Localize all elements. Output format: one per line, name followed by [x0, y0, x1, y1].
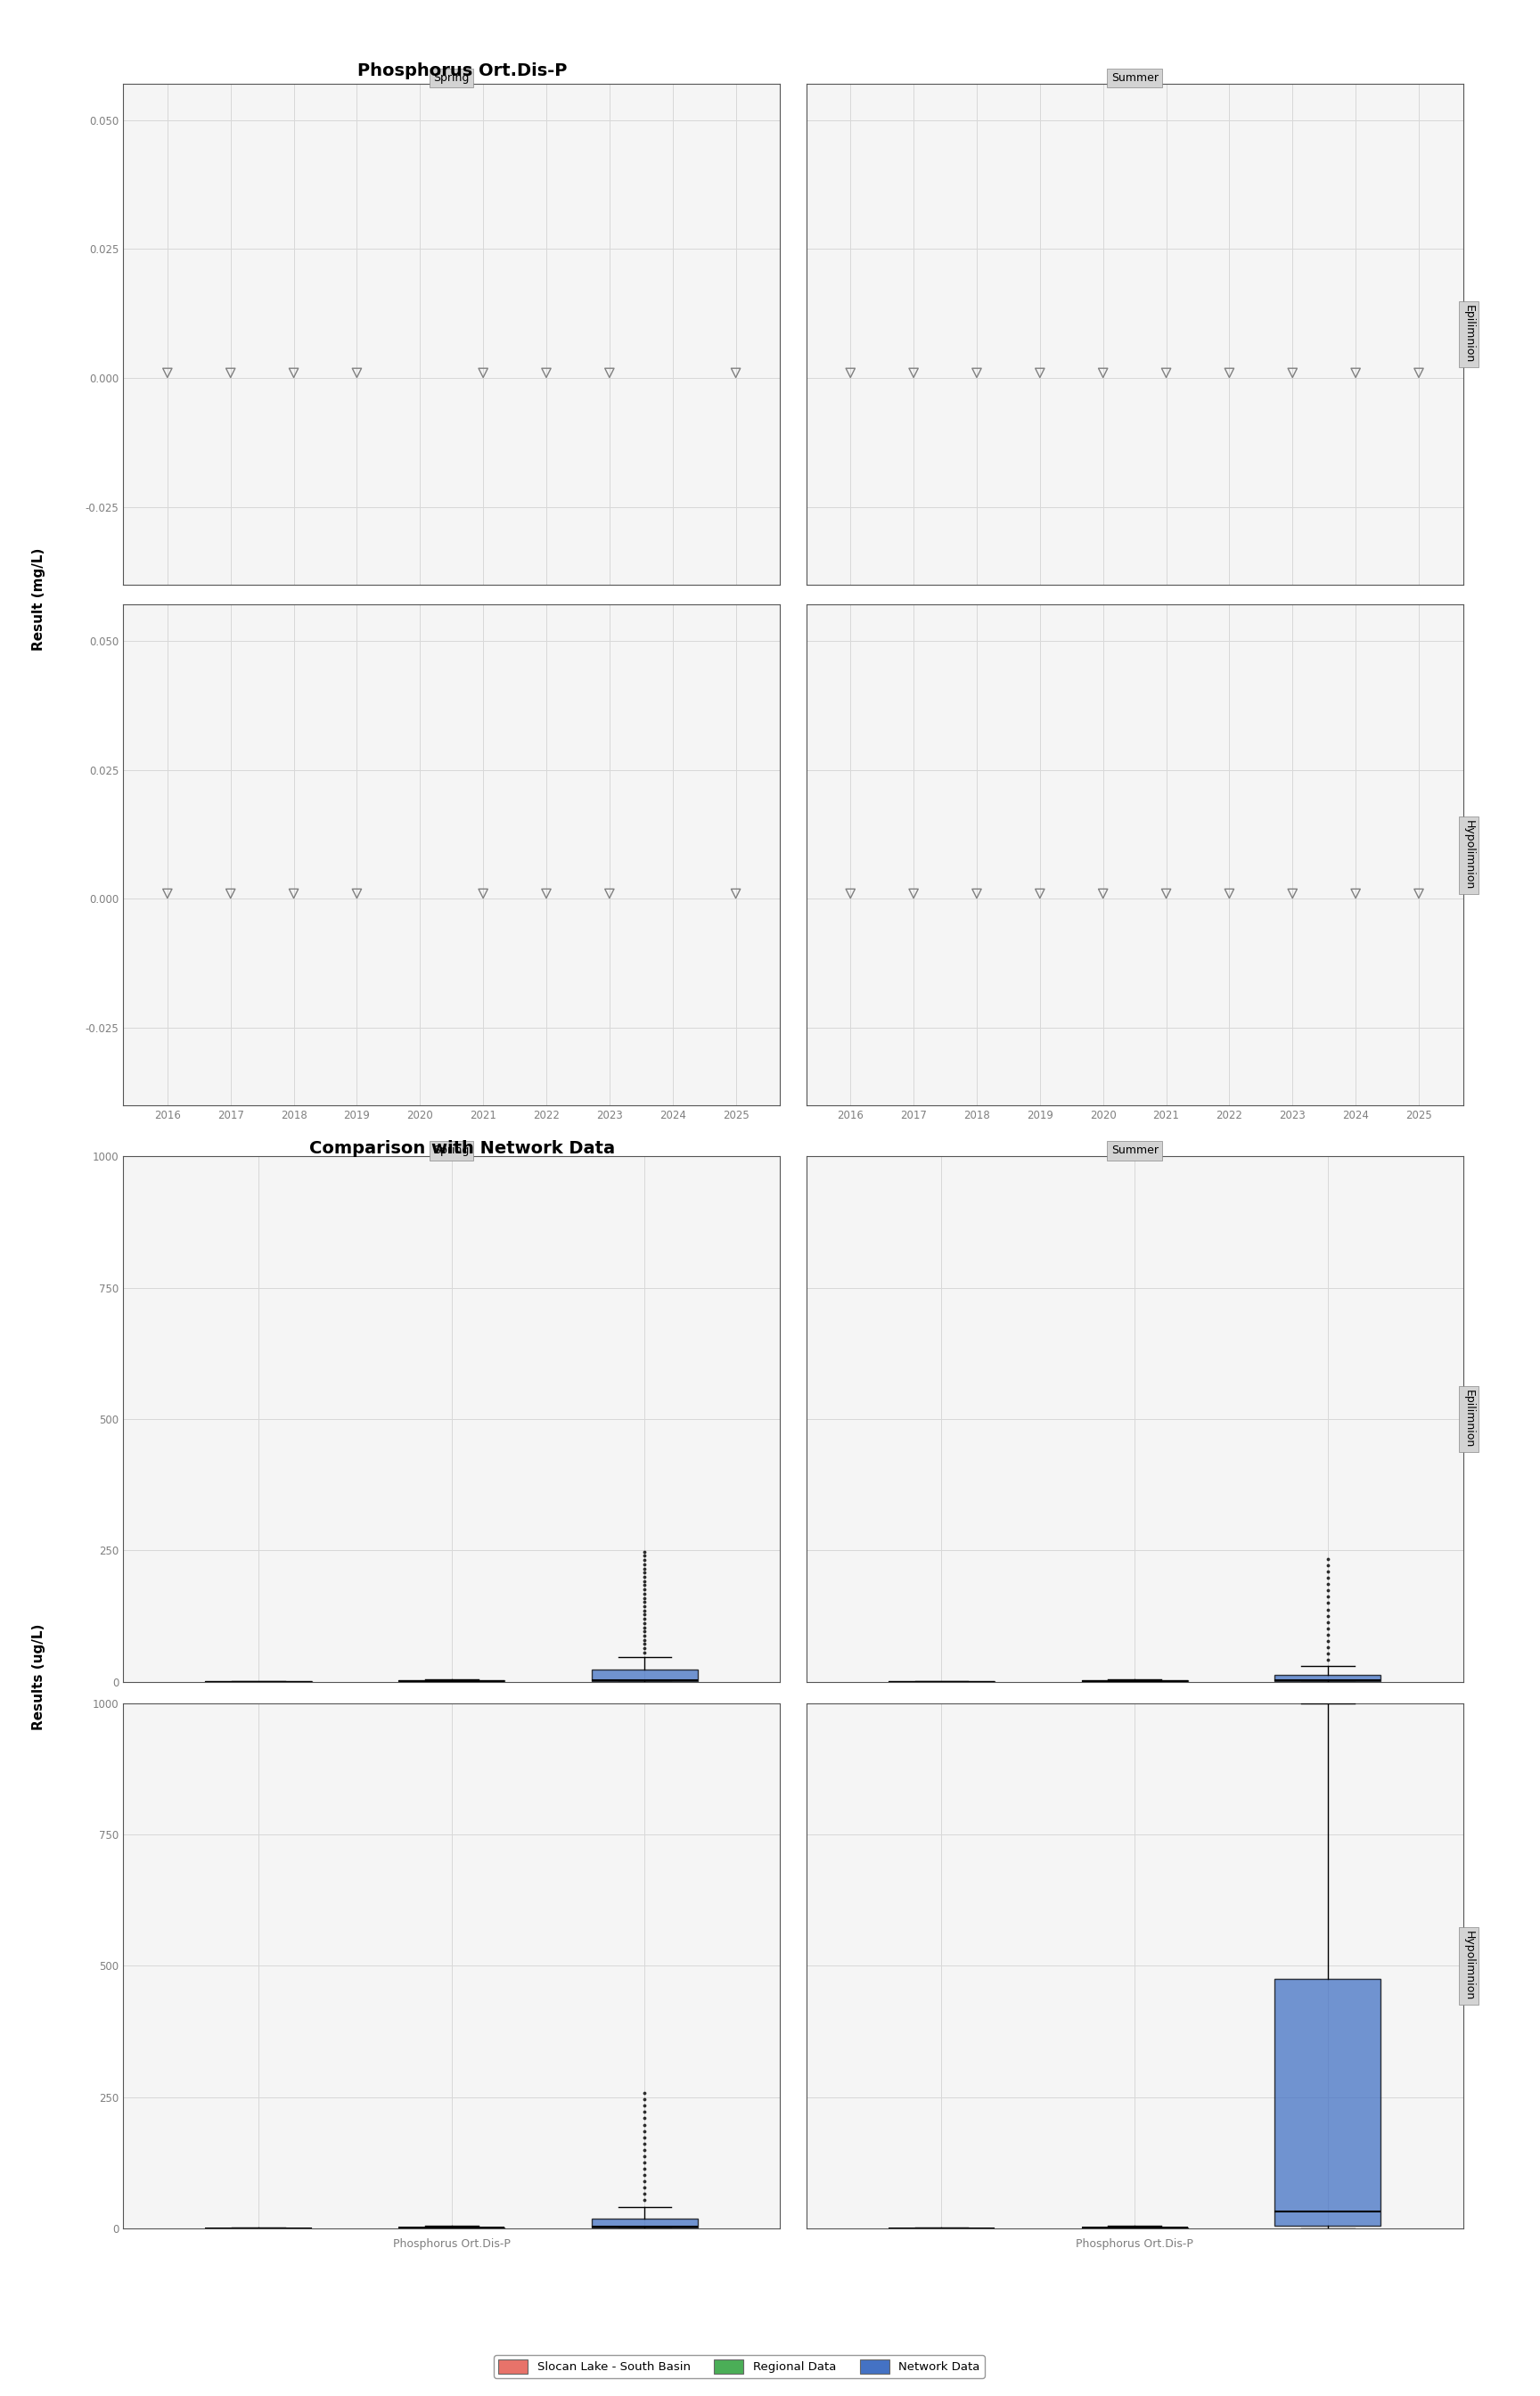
Point — [901, 355, 926, 393]
Point — [964, 355, 989, 393]
Point — [1153, 355, 1178, 393]
X-axis label: Phosphorus Ort.Dis-P: Phosphorus Ort.Dis-P — [1076, 2238, 1194, 2250]
Point — [1217, 355, 1241, 393]
Point — [1406, 875, 1431, 913]
Legend: Slocan Lake - South Basin, Regional Data, Network Data: Slocan Lake - South Basin, Regional Data… — [494, 2355, 984, 2379]
Point — [1027, 875, 1052, 913]
Text: Summer: Summer — [1110, 72, 1158, 84]
PathPatch shape — [1275, 1979, 1381, 2226]
Point — [534, 875, 559, 913]
Point — [598, 875, 622, 913]
Point — [345, 355, 370, 393]
PathPatch shape — [591, 1670, 698, 1682]
Text: Hypolimnion: Hypolimnion — [1463, 819, 1475, 889]
Point — [282, 875, 306, 913]
Text: Epilimnion: Epilimnion — [1463, 304, 1475, 364]
Point — [1343, 875, 1368, 913]
PathPatch shape — [591, 2219, 698, 2228]
Text: Phosphorus Ort.Dis-P: Phosphorus Ort.Dis-P — [357, 62, 567, 79]
X-axis label: Phosphorus Ort.Dis-P: Phosphorus Ort.Dis-P — [393, 2238, 510, 2250]
Point — [838, 875, 862, 913]
Text: Comparison with Network Data: Comparison with Network Data — [310, 1140, 614, 1157]
Point — [1027, 355, 1052, 393]
Point — [964, 875, 989, 913]
Point — [1343, 355, 1368, 393]
Text: Spring: Spring — [434, 72, 470, 84]
Point — [901, 875, 926, 913]
Point — [598, 355, 622, 393]
Point — [534, 355, 559, 393]
Point — [724, 355, 748, 393]
Point — [1153, 875, 1178, 913]
Point — [471, 875, 496, 913]
Point — [345, 875, 370, 913]
Point — [282, 355, 306, 393]
Text: Result (mg/L): Result (mg/L) — [32, 549, 45, 649]
Point — [1090, 355, 1115, 393]
Point — [724, 875, 748, 913]
Point — [1280, 355, 1304, 393]
Text: Summer: Summer — [1110, 1145, 1158, 1157]
Point — [219, 875, 243, 913]
Point — [1217, 875, 1241, 913]
Text: Results (ug/L): Results (ug/L) — [32, 1624, 45, 1730]
Point — [156, 875, 180, 913]
Point — [471, 355, 496, 393]
Text: Hypolimnion: Hypolimnion — [1463, 1931, 1475, 2001]
PathPatch shape — [1275, 1675, 1381, 1682]
Point — [838, 355, 862, 393]
Point — [219, 355, 243, 393]
Point — [1280, 875, 1304, 913]
Point — [1090, 875, 1115, 913]
Text: Spring: Spring — [434, 1145, 470, 1157]
Text: Epilimnion: Epilimnion — [1463, 1390, 1475, 1447]
Point — [156, 355, 180, 393]
Point — [1406, 355, 1431, 393]
